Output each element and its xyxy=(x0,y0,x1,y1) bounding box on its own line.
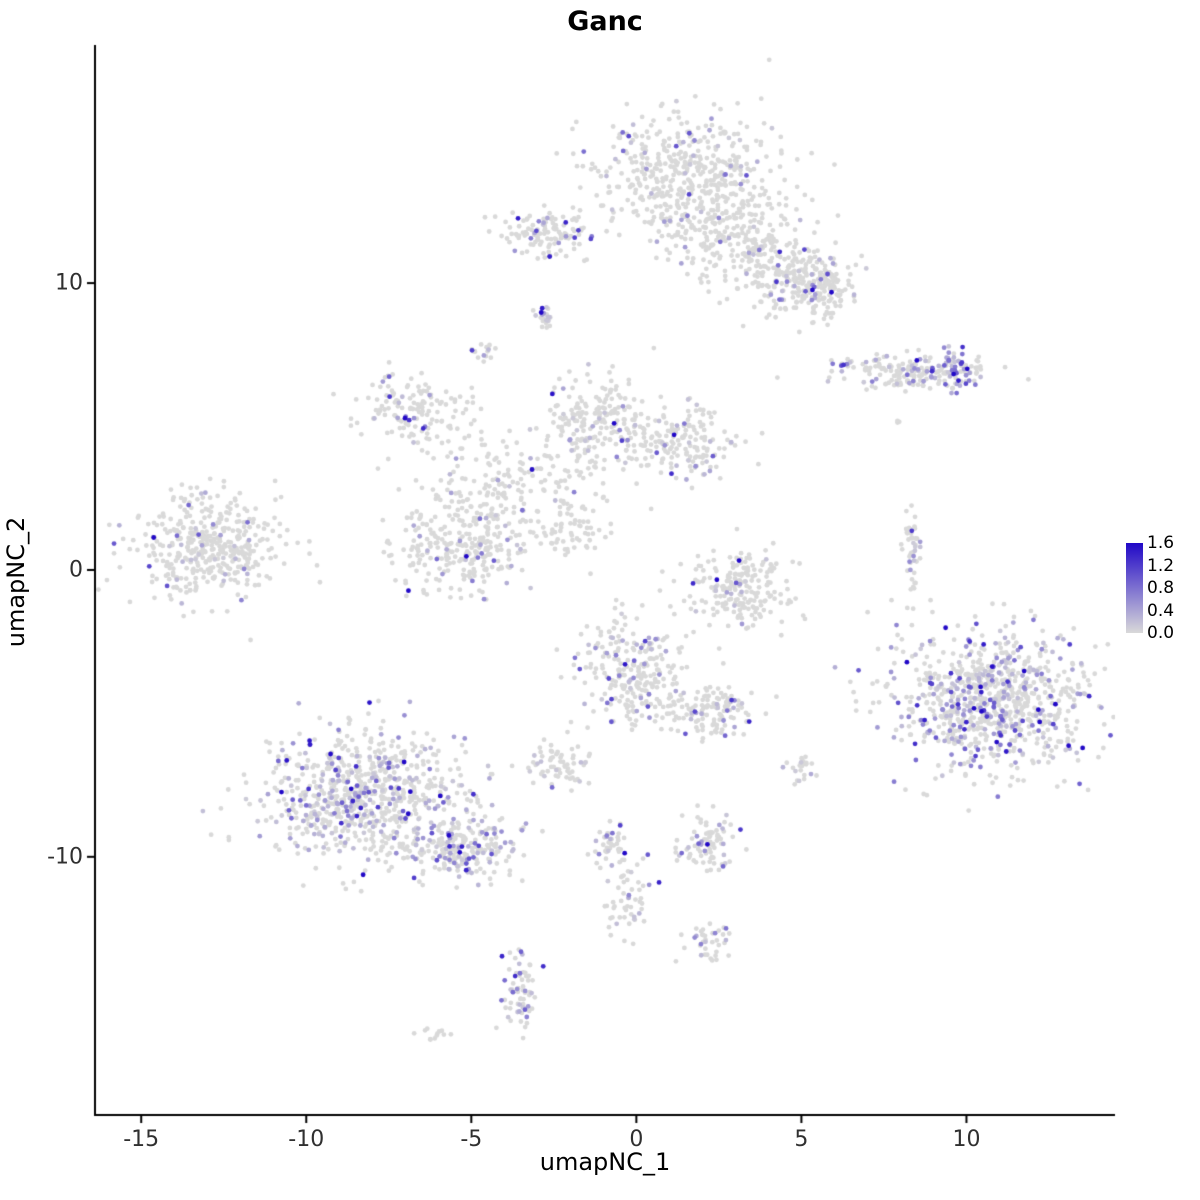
x-axis-title: umapNC_1 xyxy=(539,1148,671,1176)
y-tick-label: -10 xyxy=(47,844,83,870)
legend-tick-label: 1.6 xyxy=(1147,533,1175,553)
y-tick-label: 10 xyxy=(55,270,83,296)
legend-colorbar xyxy=(1126,543,1143,633)
x-tick-label: 5 xyxy=(794,1127,809,1152)
legend-tick-label: 0.8 xyxy=(1147,578,1175,598)
x-tick-label: 10 xyxy=(952,1127,981,1152)
legend-tick-label: 0.0 xyxy=(1147,623,1175,643)
plot-title: Ganc xyxy=(567,6,643,37)
legend-tick-label: 1.2 xyxy=(1147,555,1175,576)
x-tick-label: -15 xyxy=(123,1127,160,1152)
x-tick-label: -10 xyxy=(288,1127,325,1152)
y-tick-label: 0 xyxy=(69,557,83,583)
legend-tick-label: 0.4 xyxy=(1147,600,1175,621)
x-tick-label: 0 xyxy=(629,1127,644,1152)
x-tick-label: -5 xyxy=(460,1127,483,1152)
